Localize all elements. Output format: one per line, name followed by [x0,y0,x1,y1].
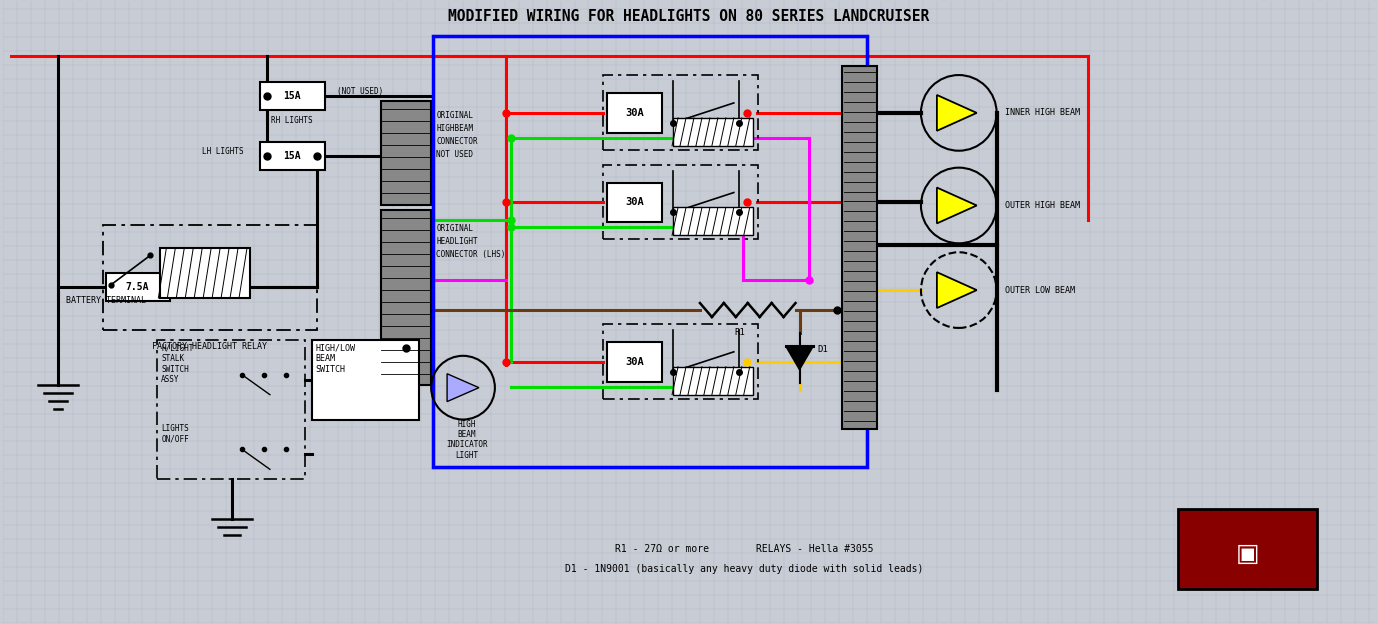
Text: CONNECTOR: CONNECTOR [435,137,478,146]
FancyBboxPatch shape [672,207,752,235]
Text: (NOT USED): (NOT USED) [336,87,383,97]
Text: 30A: 30A [624,108,644,118]
Text: HEADLIGHT: HEADLIGHT [435,237,478,246]
Text: NOT USED: NOT USED [435,150,473,159]
Text: ORIGINAL: ORIGINAL [435,224,473,233]
Text: ▣: ▣ [1236,542,1259,566]
Text: 30A: 30A [624,197,644,208]
FancyBboxPatch shape [382,101,431,205]
Bar [604,165,758,240]
Text: FACTORY HEADLIGHT RELAY: FACTORY HEADLIGHT RELAY [152,342,267,351]
Text: 7.5A: 7.5A [125,282,149,292]
Text: RH LIGHTS: RH LIGHTS [271,116,313,125]
Text: HIGH/LOW
BEAM
SWITCH: HIGH/LOW BEAM SWITCH [316,344,356,374]
FancyBboxPatch shape [260,142,325,170]
FancyBboxPatch shape [672,118,752,146]
FancyBboxPatch shape [382,210,431,384]
Text: CONNECTOR (LHS): CONNECTOR (LHS) [435,250,506,259]
FancyBboxPatch shape [608,93,661,133]
FancyBboxPatch shape [672,367,752,394]
Text: D1 - 1N9001 (basically any heavy duty diode with solid leads): D1 - 1N9001 (basically any heavy duty di… [565,564,923,574]
Text: OUTER HIGH BEAM: OUTER HIGH BEAM [1005,201,1079,210]
Polygon shape [937,272,977,308]
FancyBboxPatch shape [608,183,661,222]
FancyBboxPatch shape [260,82,325,110]
Polygon shape [446,374,480,402]
Text: R1: R1 [734,328,745,337]
FancyBboxPatch shape [1178,509,1317,589]
Text: ORIGINAL: ORIGINAL [435,111,473,120]
Text: LIGHTS
ON/OFF: LIGHTS ON/OFF [161,424,189,444]
Text: 15A: 15A [282,91,300,101]
Polygon shape [937,95,977,131]
Text: HIGH
BEAM
INDICATOR
LIGHT: HIGH BEAM INDICATOR LIGHT [446,419,488,460]
FancyBboxPatch shape [608,342,661,382]
Text: R1 - 27Ω or more        RELAYS - Hella #3055: R1 - 27Ω or more RELAYS - Hella #3055 [615,544,874,554]
Bar [604,75,758,150]
Text: D1: D1 [817,345,828,354]
Text: BATTERY TERMINAL: BATTERY TERMINAL [66,296,146,305]
Bar [157,340,305,479]
Text: OUTER LOW BEAM: OUTER LOW BEAM [1005,286,1075,295]
Text: LH LIGHTS: LH LIGHTS [203,147,244,156]
Bar [433,36,867,467]
Text: 30A: 30A [624,357,644,367]
Bar [604,324,758,399]
FancyBboxPatch shape [106,273,171,301]
Polygon shape [937,188,977,223]
Text: HIGHBEAM: HIGHBEAM [435,124,473,134]
Text: INNER HIGH BEAM: INNER HIGH BEAM [1005,109,1079,117]
Polygon shape [785,346,813,370]
Text: H/LIGHT
STALK
SWITCH
ASSY: H/LIGHT STALK SWITCH ASSY [161,344,194,384]
Bar [102,225,317,330]
Text: MODIFIED WIRING FOR HEADLIGHTS ON 80 SERIES LANDCRUISER: MODIFIED WIRING FOR HEADLIGHTS ON 80 SER… [448,9,930,24]
FancyBboxPatch shape [160,248,249,298]
FancyBboxPatch shape [842,66,878,429]
FancyBboxPatch shape [311,340,419,419]
Text: 15A: 15A [282,151,300,161]
